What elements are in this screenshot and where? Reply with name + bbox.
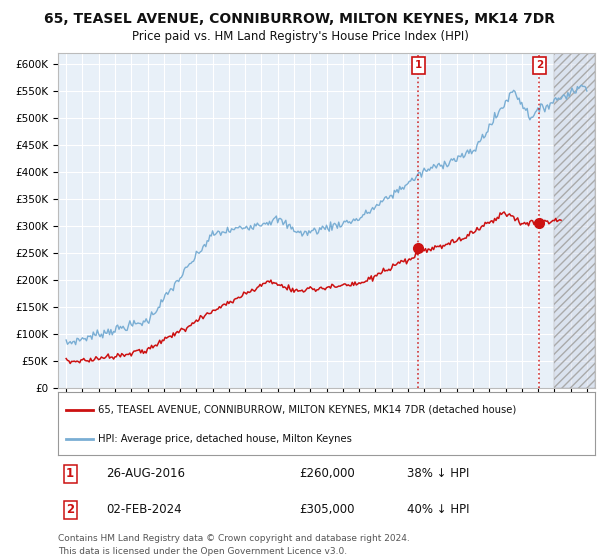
Text: 2: 2 [66, 503, 74, 516]
Text: 38% ↓ HPI: 38% ↓ HPI [407, 468, 469, 480]
Text: 26-AUG-2016: 26-AUG-2016 [106, 468, 185, 480]
Text: Price paid vs. HM Land Registry's House Price Index (HPI): Price paid vs. HM Land Registry's House … [131, 30, 469, 43]
Text: 1: 1 [66, 468, 74, 480]
Text: This data is licensed under the Open Government Licence v3.0.: This data is licensed under the Open Gov… [58, 547, 347, 556]
Text: Contains HM Land Registry data © Crown copyright and database right 2024.: Contains HM Land Registry data © Crown c… [58, 534, 410, 543]
Text: £305,000: £305,000 [299, 503, 355, 516]
Text: £260,000: £260,000 [299, 468, 355, 480]
Text: 65, TEASEL AVENUE, CONNIBURROW, MILTON KEYNES, MK14 7DR (detached house): 65, TEASEL AVENUE, CONNIBURROW, MILTON K… [98, 405, 517, 414]
Text: 40% ↓ HPI: 40% ↓ HPI [407, 503, 470, 516]
Text: 2: 2 [536, 60, 543, 71]
Text: 65, TEASEL AVENUE, CONNIBURROW, MILTON KEYNES, MK14 7DR: 65, TEASEL AVENUE, CONNIBURROW, MILTON K… [44, 12, 556, 26]
Text: 02-FEB-2024: 02-FEB-2024 [106, 503, 182, 516]
Text: HPI: Average price, detached house, Milton Keynes: HPI: Average price, detached house, Milt… [98, 434, 352, 444]
Text: 1: 1 [415, 60, 422, 71]
